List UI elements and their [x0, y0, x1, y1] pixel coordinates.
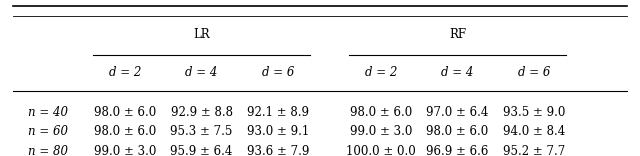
Text: n = 40: n = 40 [28, 106, 68, 119]
Text: 96.9 ± 6.6: 96.9 ± 6.6 [426, 145, 489, 156]
Text: 93.0 ± 9.1: 93.0 ± 9.1 [247, 125, 310, 138]
Text: 93.5 ± 9.0: 93.5 ± 9.0 [503, 106, 566, 119]
Text: 98.0 ± 6.0: 98.0 ± 6.0 [93, 106, 156, 119]
Text: n = 60: n = 60 [28, 125, 68, 138]
Text: d = 6: d = 6 [518, 66, 550, 79]
Text: 99.0 ± 3.0: 99.0 ± 3.0 [349, 125, 412, 138]
Text: 92.1 ± 8.9: 92.1 ± 8.9 [248, 106, 309, 119]
Text: LR: LR [193, 28, 210, 41]
Text: 98.0 ± 6.0: 98.0 ± 6.0 [426, 125, 489, 138]
Text: 97.0 ± 6.4: 97.0 ± 6.4 [426, 106, 489, 119]
Text: 93.6 ± 7.9: 93.6 ± 7.9 [247, 145, 310, 156]
Text: d = 2: d = 2 [109, 66, 141, 79]
Text: n = 80: n = 80 [28, 145, 68, 156]
Text: d = 4: d = 4 [442, 66, 474, 79]
Text: d = 6: d = 6 [262, 66, 294, 79]
Text: 94.0 ± 8.4: 94.0 ± 8.4 [503, 125, 566, 138]
Text: d = 4: d = 4 [186, 66, 218, 79]
Text: 95.9 ± 6.4: 95.9 ± 6.4 [170, 145, 233, 156]
Text: 92.9 ± 8.8: 92.9 ± 8.8 [171, 106, 232, 119]
Text: 99.0 ± 3.0: 99.0 ± 3.0 [93, 145, 156, 156]
Text: 95.3 ± 7.5: 95.3 ± 7.5 [170, 125, 233, 138]
Text: 100.0 ± 0.0: 100.0 ± 0.0 [346, 145, 415, 156]
Text: 98.0 ± 6.0: 98.0 ± 6.0 [93, 125, 156, 138]
Text: 98.0 ± 6.0: 98.0 ± 6.0 [349, 106, 412, 119]
Text: RF: RF [449, 28, 466, 41]
Text: d = 2: d = 2 [365, 66, 397, 79]
Text: 95.2 ± 7.7: 95.2 ± 7.7 [503, 145, 566, 156]
